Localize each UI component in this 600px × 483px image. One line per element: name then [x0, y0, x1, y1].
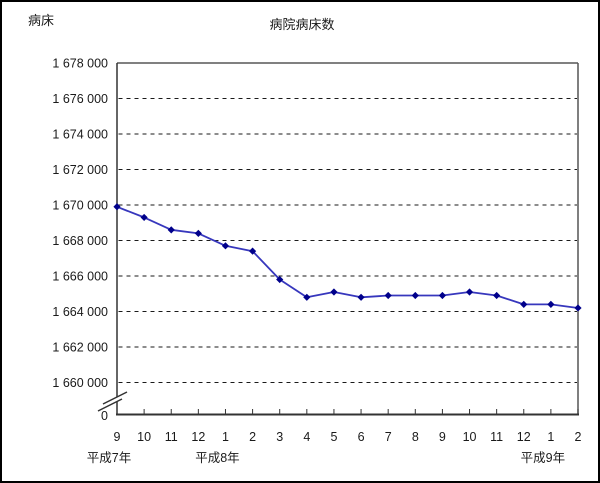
data-point-marker [303, 293, 311, 301]
data-point-marker [411, 291, 419, 300]
x-tick-label: 3 [276, 430, 283, 444]
era-label: 平成9年 [521, 451, 565, 465]
axis-break-slash [102, 391, 128, 405]
y-tick-label: 1 660 000 [52, 376, 108, 390]
data-point-marker [357, 293, 365, 301]
data-point-marker [520, 300, 528, 308]
data-series [113, 203, 582, 312]
data-point-marker [167, 226, 175, 234]
data-point-marker [113, 203, 121, 211]
y-unit-label: 病床 [28, 13, 54, 28]
x-tick-label: 2 [249, 430, 256, 444]
data-point-marker [547, 300, 555, 308]
axis-break-slash [97, 398, 123, 412]
x-tick-label: 1 [222, 430, 229, 444]
axis-break-symbol [97, 391, 128, 412]
y-tick-label: 1 672 000 [52, 163, 108, 177]
data-point-marker [574, 304, 582, 312]
x-tick-label: 12 [517, 430, 531, 444]
plot-border [116, 62, 579, 416]
y-tick-label: 1 678 000 [52, 57, 108, 71]
x-tick-label: 11 [490, 430, 503, 444]
axis-break-mask [98, 392, 127, 411]
y-zero-label: 0 [101, 409, 108, 423]
x-tick-label: 7 [385, 430, 392, 444]
data-point-marker [330, 288, 338, 296]
data-point-marker [493, 291, 501, 300]
era-label: 平成8年 [195, 451, 239, 465]
era-label: 平成7年 [87, 451, 131, 465]
era-labels: 平成7年 平成8年 平成9年 [87, 451, 565, 465]
data-point-marker [384, 291, 392, 300]
y-tick-label: 1 668 000 [52, 234, 108, 248]
x-tick-label: 2 [575, 430, 582, 444]
x-tick-label: 9 [114, 430, 121, 444]
x-tick-label: 12 [191, 430, 205, 444]
x-tick-label: 5 [330, 430, 337, 444]
x-tick-label: 6 [358, 430, 365, 444]
x-tick-label: 11 [165, 430, 178, 444]
data-point-marker [221, 242, 230, 250]
y-tick-label: 1 664 000 [52, 305, 108, 319]
data-point-marker [276, 275, 284, 284]
data-point-marker [140, 213, 148, 222]
y-tick-label: 1 676 000 [52, 92, 108, 106]
data-point-marker [465, 288, 474, 296]
data-point-marker [194, 229, 202, 237]
series-line [116, 205, 579, 309]
x-tick-label: 10 [137, 430, 151, 444]
y-tick-label: 1 666 000 [52, 270, 108, 284]
gridlines [118, 98, 577, 383]
x-tick-label: 10 [463, 430, 477, 444]
x-tick-label: 4 [303, 430, 310, 444]
y-tick-label: 1 674 000 [52, 128, 108, 142]
chart-title: 病院病床数 [269, 17, 334, 32]
x-axis: 9 10 11 12 1 2 3 4 5 6 7 8 9 10 11 12 1 2 [114, 409, 582, 444]
x-tick-label: 1 [547, 430, 554, 444]
y-tick-label: 1 662 000 [52, 341, 108, 355]
data-point-marker [438, 291, 447, 300]
y-axis-labels: 1 678 000 1 676 000 1 674 000 1 672 000 1 67… [52, 57, 108, 424]
x-tick-label: 9 [439, 430, 446, 444]
x-tick-label: 8 [412, 430, 419, 444]
data-point-marker [248, 247, 257, 255]
y-tick-label: 1 670 000 [52, 199, 108, 213]
